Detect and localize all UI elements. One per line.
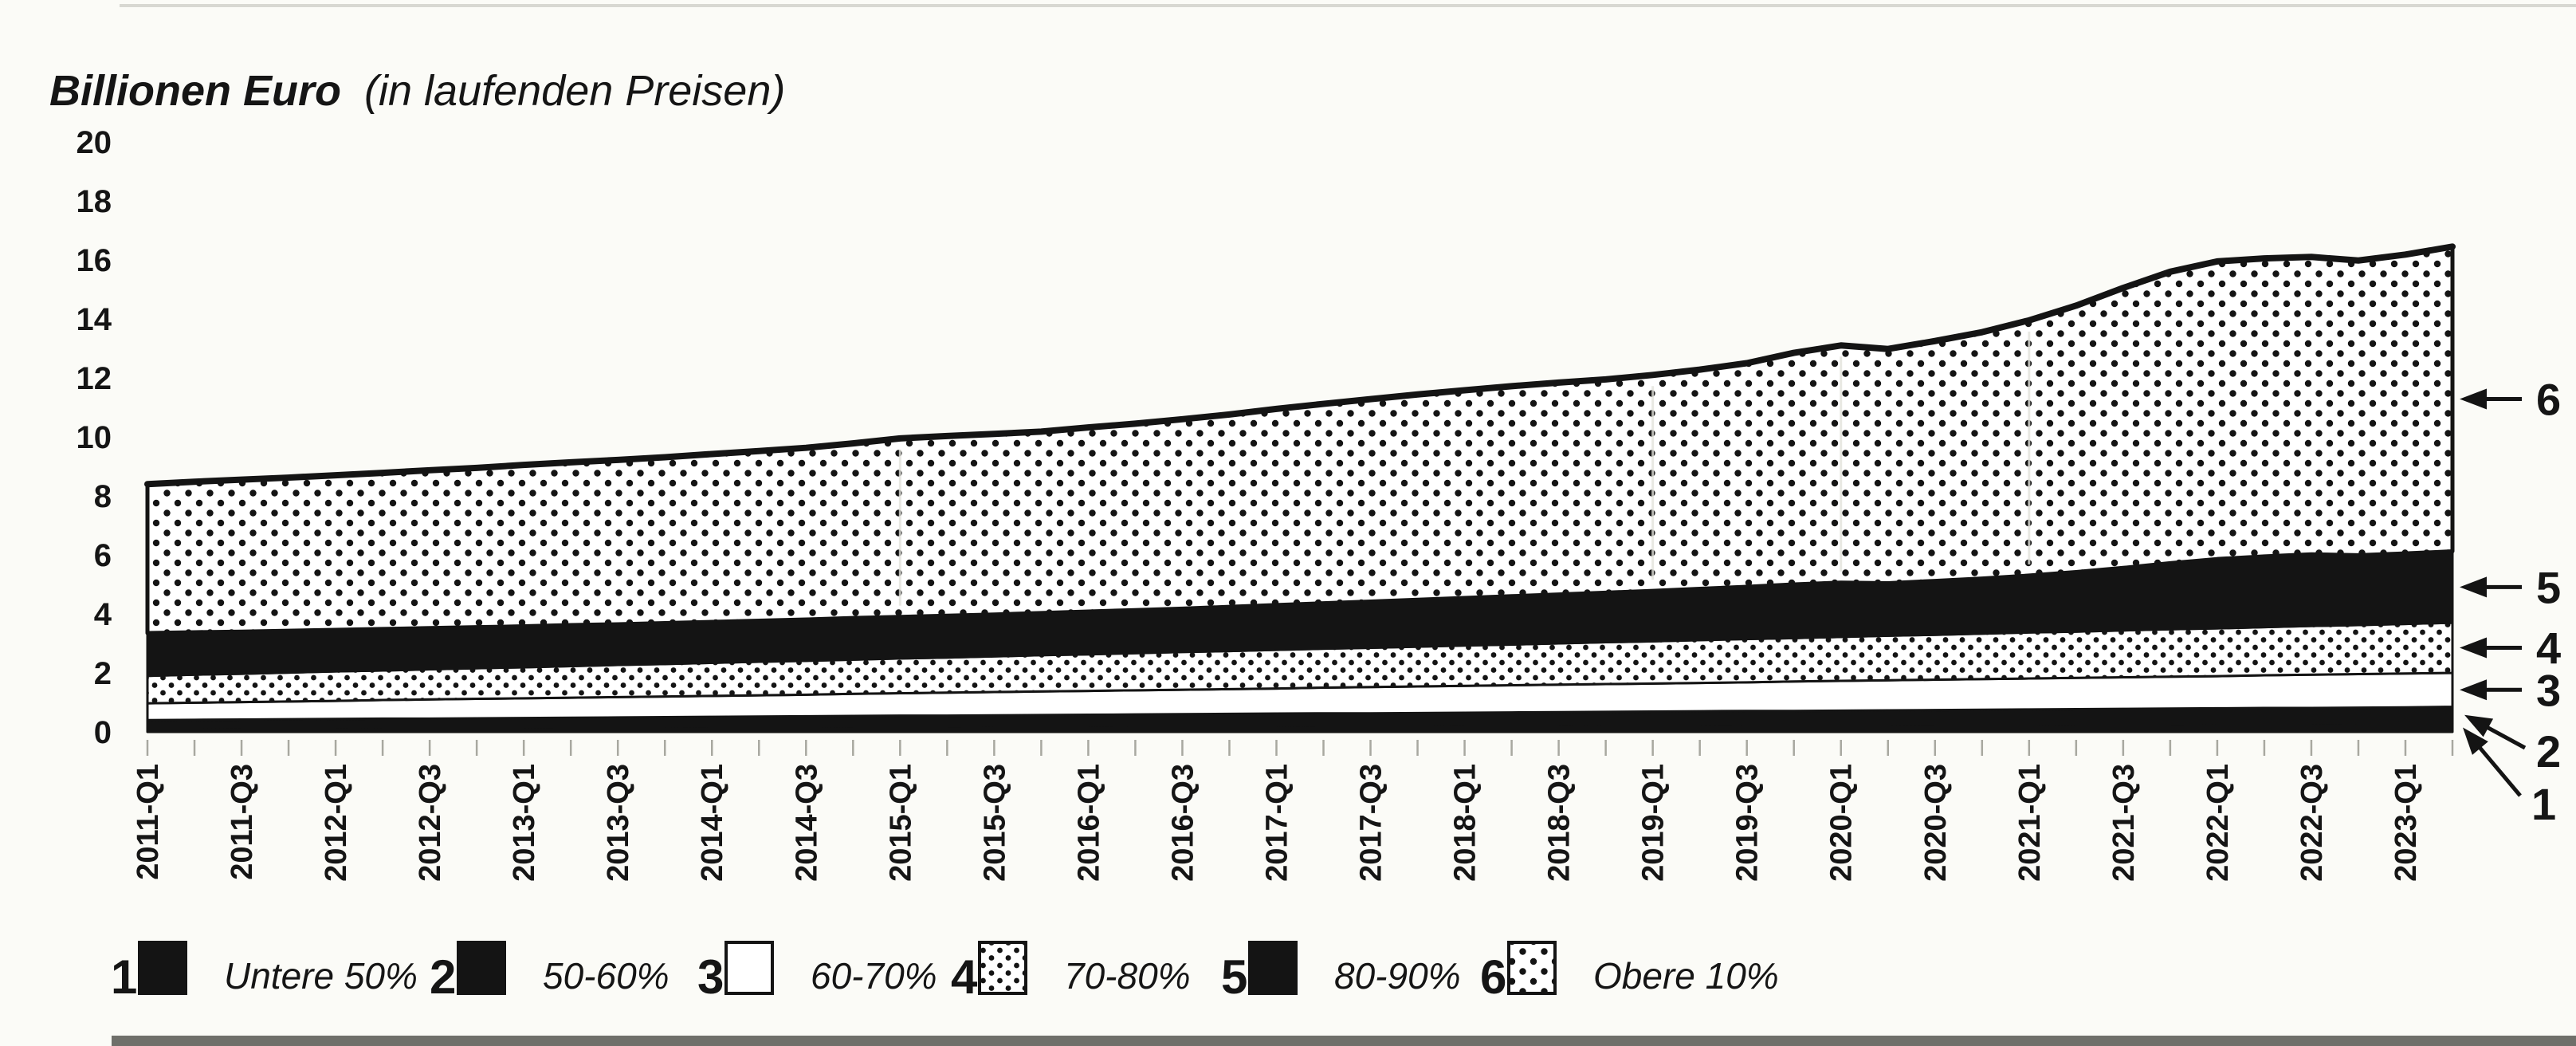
y-axis-label: 16 (77, 243, 112, 278)
y-axis-label: 20 (77, 125, 112, 160)
band-arrow-shaft-1 (2473, 741, 2522, 797)
y-axis-label: 6 (94, 538, 112, 573)
band-arrow-head-3 (2460, 679, 2487, 701)
legend-number: 5 (1221, 950, 1247, 1004)
x-axis-label: 2012-Q3 (414, 764, 447, 882)
x-axis-label: 2016-Q1 (1072, 764, 1105, 882)
legend: 1 Untere 50% 2 50-60% 3 60-70% 4 70-80% 5 80-90% 6… (111, 941, 1779, 1004)
band-arrow-label-3: 3 (2536, 665, 2561, 715)
legend-number: 3 (697, 950, 724, 1004)
band-arrow-head-2 (2464, 714, 2494, 737)
x-axis-label: 2017-Q3 (1355, 764, 1388, 882)
y-axis-labels: 0 2 4 6 8 10 12 14 16 18 20 (77, 125, 112, 750)
legend-item-50-60: 2 50-60% (430, 941, 670, 1004)
scan-top-hairline (120, 4, 2576, 7)
legend-label: Obere 10% (1593, 955, 1779, 997)
x-axis-label: 2015-Q3 (978, 764, 1011, 882)
x-axis-label: 2016-Q3 (1166, 764, 1200, 882)
legend-number: 4 (951, 950, 978, 1004)
band-arrow-head-4 (2460, 637, 2487, 659)
x-axis-label: 2018-Q1 (1449, 764, 1482, 882)
y-axis-label: 8 (94, 479, 112, 514)
x-axis-label: 2014-Q3 (790, 764, 823, 882)
legend-swatch-70-80 (978, 941, 1027, 995)
x-axis-label: 2013-Q1 (508, 764, 541, 882)
x-axis-label: 2023-Q1 (2389, 764, 2423, 882)
band-arrow-label-4: 4 (2536, 623, 2561, 674)
y-axis-label: 14 (77, 302, 112, 337)
legend-swatch-50-60 (457, 941, 506, 995)
chart-title: Billionen Euro (in laufenden Preisen) (49, 67, 785, 115)
x-axis-label: 2011-Q3 (226, 764, 259, 880)
legend-item-obere-10: 6 Obere 10% (1480, 941, 1779, 1004)
legend-swatch-60-70 (724, 941, 774, 995)
x-axis-label: 2019-Q3 (1731, 764, 1765, 882)
legend-swatch-80-90 (1248, 941, 1298, 995)
legend-item-60-70: 3 60-70% (697, 941, 937, 1004)
legend-label: 50-60% (543, 955, 670, 997)
legend-number: 2 (430, 950, 456, 1004)
x-axis-label: 2014-Q1 (696, 764, 729, 882)
scan-bottom-strip (112, 1036, 2576, 1046)
x-axis-label: 2017-Q1 (1260, 764, 1294, 882)
legend-item-70-80: 4 70-80% (951, 941, 1191, 1004)
legend-item-80-90: 5 80-90% (1221, 941, 1461, 1004)
x-axis-label: 2018-Q3 (1543, 764, 1577, 882)
band-arrow-label-6: 6 (2536, 374, 2561, 424)
band-arrow-head-5 (2460, 576, 2487, 598)
band-arrow-label-5: 5 (2536, 562, 2561, 612)
x-axis-label: 2022-Q3 (2295, 764, 2329, 882)
band-arrow-label-1: 1 (2531, 779, 2556, 829)
y-axis-label: 12 (77, 361, 112, 396)
x-axis-label: 2013-Q3 (602, 764, 635, 882)
chart-title-qualifier: (in laufenden Preisen) (364, 67, 785, 115)
band-arrow-label-2: 2 (2536, 726, 2561, 777)
legend-swatch-obere-10 (1507, 941, 1557, 995)
y-axis-label: 0 (94, 715, 112, 750)
legend-label: 70-80% (1064, 955, 1191, 997)
stacked-bands (144, 243, 2456, 733)
legend-label: 80-90% (1334, 955, 1461, 997)
x-axis-label: 2011-Q1 (132, 764, 165, 880)
y-axis-label: 2 (94, 656, 112, 691)
x-axis-label: 2020-Q1 (1825, 764, 1859, 882)
band-arrow-head-1 (2463, 727, 2488, 755)
y-axis-label: 18 (77, 184, 112, 219)
band-arrow-shaft-2 (2480, 722, 2527, 750)
legend-label: 60-70% (811, 955, 937, 997)
band-arrow-head-6 (2460, 388, 2487, 410)
x-axis-label: 2021-Q1 (2013, 764, 2047, 882)
chart-title-unit: Billionen Euro (49, 67, 341, 115)
y-axis-label: 4 (94, 597, 112, 632)
y-axis-label: 10 (77, 420, 112, 455)
legend-number: 1 (111, 950, 137, 1004)
x-axis: 2011-Q1 2011-Q3 2012-Q1 2012-Q3 2013-Q1 2013-… (132, 740, 2454, 882)
x-axis-label: 2021-Q3 (2107, 764, 2141, 882)
scan-seams (898, 331, 2031, 606)
x-axis-label: 2022-Q1 (2201, 764, 2235, 882)
legend-swatch-untere-50 (138, 941, 187, 995)
x-axis-label: 2012-Q1 (320, 764, 353, 882)
legend-number: 6 (1480, 950, 1506, 1004)
total-top-line (144, 243, 2456, 488)
legend-label: Untere 50% (224, 955, 418, 997)
x-axis-label: 2019-Q1 (1637, 764, 1671, 882)
x-axis-label: 2015-Q1 (884, 764, 917, 882)
legend-item-untere-50: 1 Untere 50% (111, 941, 418, 1004)
x-axis-label: 2020-Q3 (1919, 764, 1953, 882)
